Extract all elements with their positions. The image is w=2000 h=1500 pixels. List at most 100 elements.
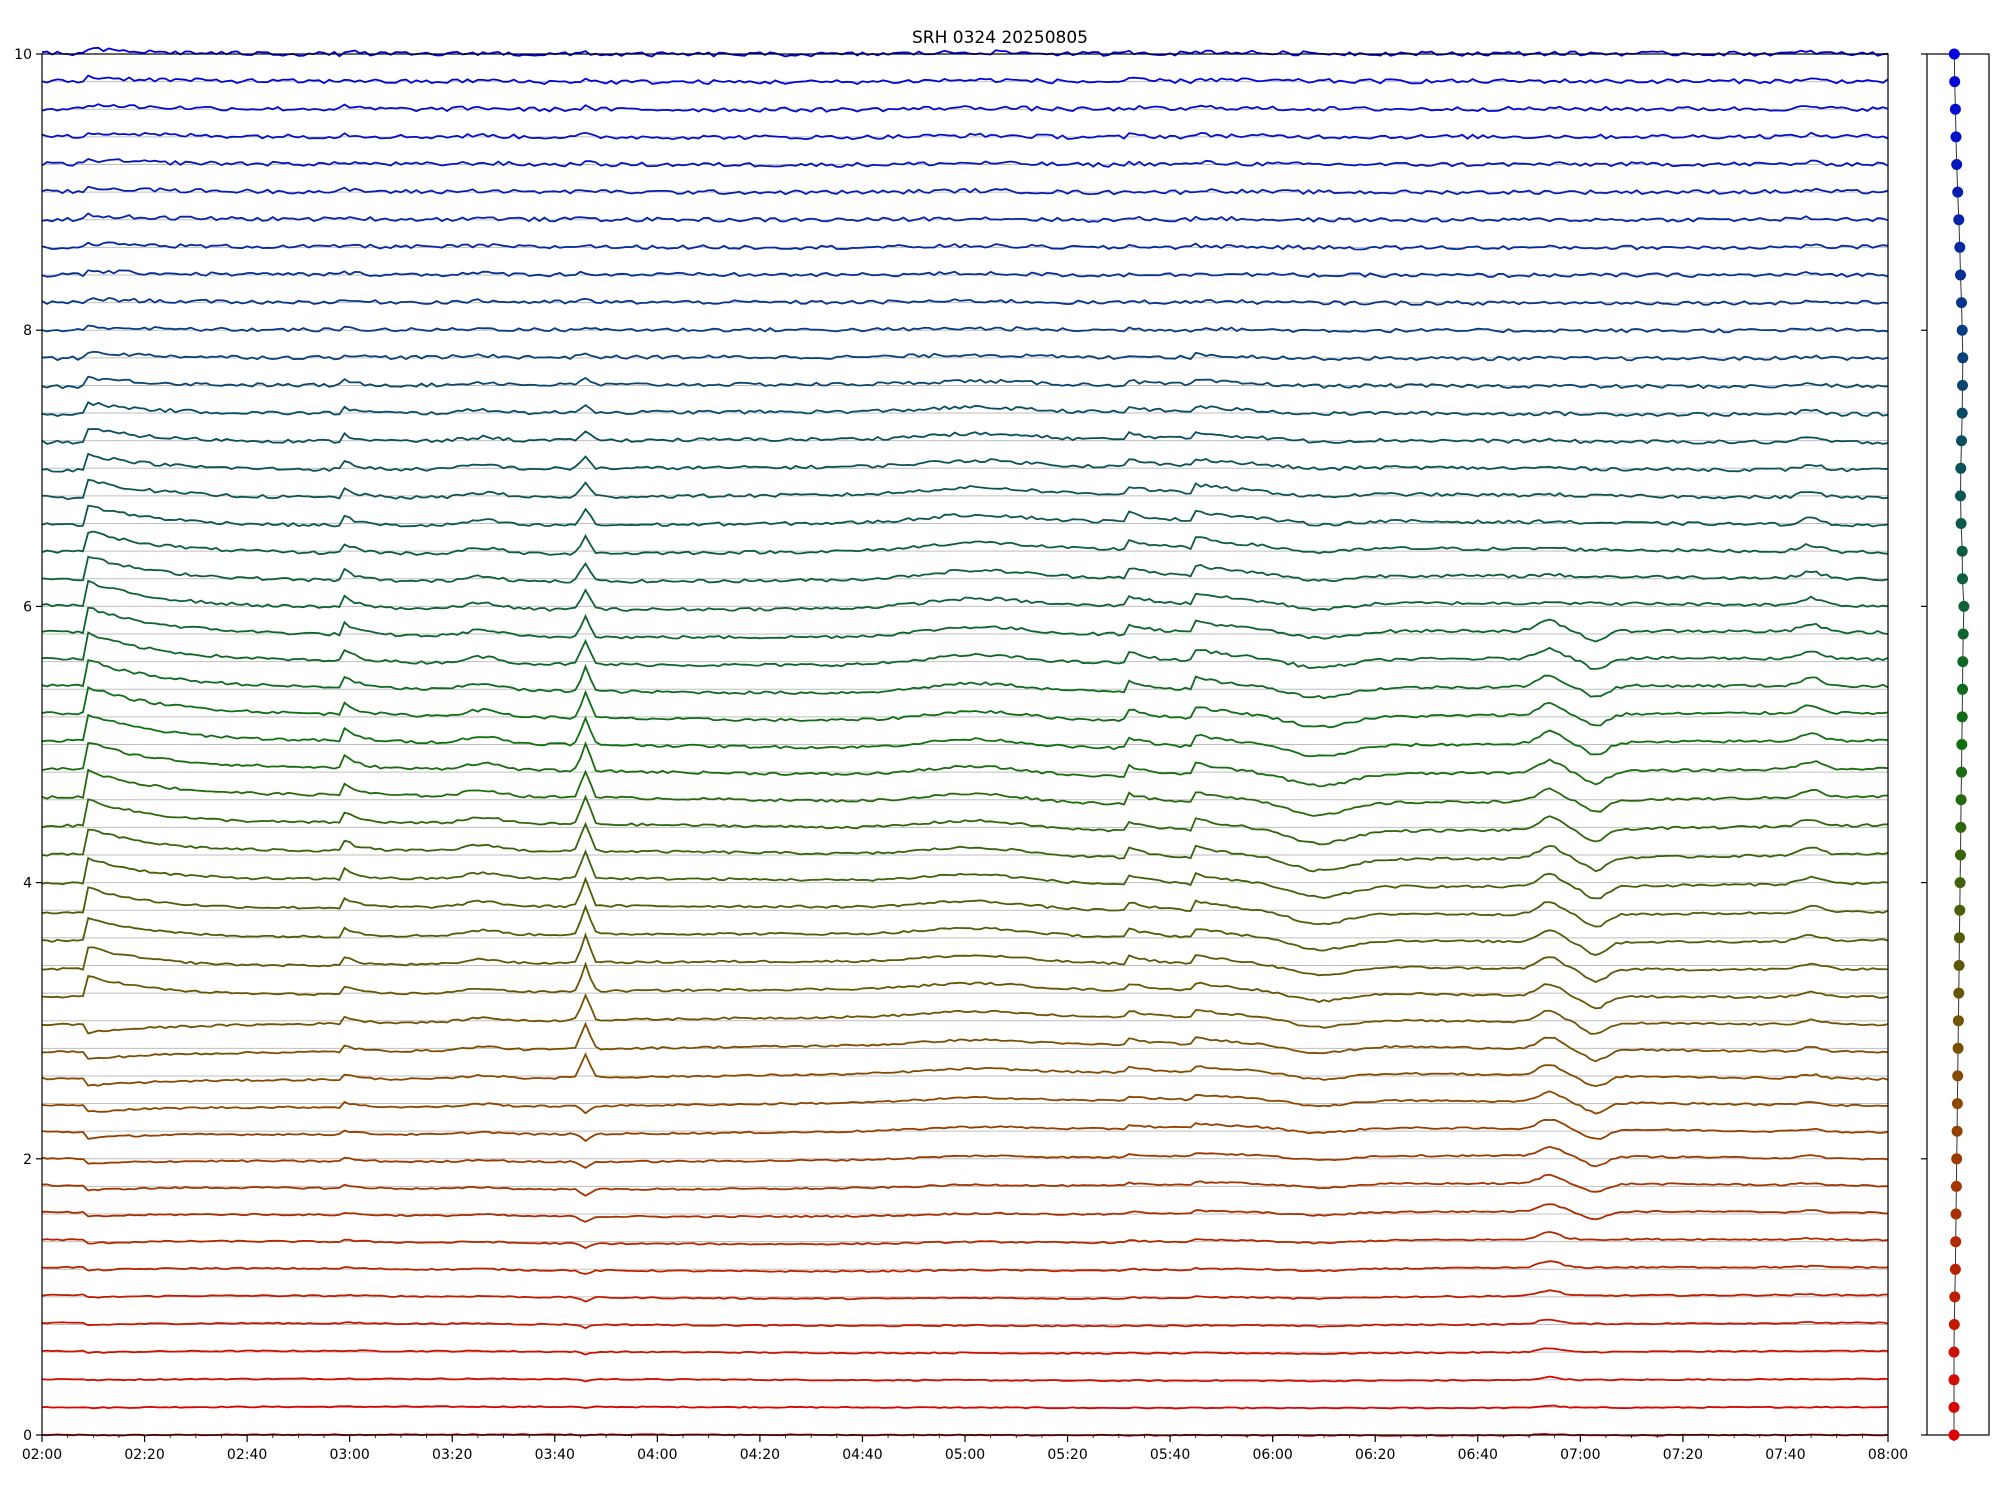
side-marker-43	[1954, 241, 1966, 253]
x-tick-label: 03:20	[432, 1447, 472, 1463]
trace-line-11	[41, 1118, 1889, 1143]
trace-line-7	[41, 1230, 1889, 1250]
trace-line-14	[41, 1021, 1889, 1063]
side-marker-33	[1955, 518, 1967, 529]
trace-line-3	[41, 1347, 1889, 1356]
side-marker-8	[1950, 1208, 1962, 1220]
side-marker-2	[1948, 1374, 1960, 1386]
side-marker-46	[1951, 159, 1963, 170]
side-marker-36	[1956, 435, 1967, 447]
trace-line-45	[41, 185, 1889, 196]
side-marker-39	[1957, 352, 1969, 364]
x-tick-label: 05:00	[945, 1447, 985, 1463]
trace-line-5	[41, 1289, 1889, 1303]
side-marker-32	[1956, 545, 1968, 557]
trace-line-16	[41, 961, 1889, 1010]
x-tick-label: 06:40	[1458, 1447, 1498, 1463]
side-marker-34	[1955, 490, 1966, 502]
x-tick-label: 02:40	[227, 1447, 267, 1463]
side-marker-15	[1952, 1015, 1964, 1027]
side-marker-45	[1952, 186, 1964, 198]
side-marker-42	[1955, 269, 1966, 281]
trace-line-41	[41, 296, 1889, 306]
trace-line-12	[41, 1090, 1889, 1115]
side-marker-18	[1953, 932, 1965, 944]
x-tick-label: 07:20	[1663, 1447, 1703, 1463]
side-marker-20	[1954, 877, 1966, 889]
x-tick-label: 08:00	[1868, 1447, 1908, 1463]
side-marker-35	[1955, 462, 1967, 474]
trace-line-21	[41, 821, 1889, 873]
x-axis: 02:00 02:20 02:40 03:00 03:20 03:40 04:00 04:20…	[22, 1435, 1955, 1463]
trace-line-25	[41, 713, 1889, 758]
side-marker-5	[1949, 1291, 1961, 1303]
side-marker-27	[1957, 683, 1968, 695]
trace-line-1	[41, 1404, 1889, 1410]
trace-line-10	[41, 1145, 1889, 1169]
baseline-grid	[42, 53, 1888, 1436]
y-tick-label: 8	[23, 323, 32, 339]
side-marker-17	[1953, 960, 1965, 971]
side-marker-29	[1957, 628, 1969, 640]
trace-line-28	[41, 631, 1889, 670]
side-marker-0	[1948, 1429, 1960, 1441]
x-tick-label: 02:00	[22, 1447, 62, 1463]
x-tick-label: 03:40	[535, 1447, 575, 1463]
trace-line-48	[41, 103, 1889, 113]
trace-line-27	[41, 658, 1889, 700]
trace-line-44	[41, 212, 1889, 223]
x-tick-label: 06:20	[1355, 1447, 1395, 1463]
trace-line-9	[41, 1173, 1889, 1197]
side-marker-6	[1949, 1263, 1961, 1275]
x-tick-label: 04:20	[740, 1447, 780, 1463]
trace-line-34	[41, 478, 1889, 501]
side-marker-23	[1955, 794, 1967, 806]
side-marker-50	[1948, 48, 1960, 60]
side-marker-40	[1956, 324, 1968, 336]
trace-line-38	[41, 375, 1888, 390]
y-tick-label: 0	[23, 1428, 32, 1444]
side-marker-7	[1950, 1236, 1962, 1248]
side-marker-26	[1956, 711, 1968, 723]
side-marker-31	[1957, 573, 1968, 585]
side-marker-24	[1956, 766, 1967, 778]
side-marker-19	[1954, 904, 1966, 916]
side-marker-22	[1955, 821, 1967, 833]
trace-line-42	[41, 269, 1889, 279]
trace-line-4	[41, 1318, 1889, 1330]
side-marker-1	[1948, 1401, 1960, 1413]
trace-line-49	[41, 74, 1889, 86]
trace-line-43	[41, 241, 1889, 251]
x-tick-label: 06:00	[1252, 1447, 1292, 1463]
trace-line-15	[41, 992, 1889, 1035]
trace-line-32	[41, 530, 1889, 556]
trace-line-24	[41, 741, 1889, 788]
side-marker-41	[1956, 297, 1967, 309]
trace-line-39	[41, 350, 1889, 362]
side-marker-48	[1949, 103, 1961, 115]
side-marker-14	[1952, 1042, 1964, 1054]
chart-title: SRH 0324 20250805	[912, 28, 1088, 48]
side-marker-10	[1951, 1153, 1963, 1165]
trace-line-31	[41, 555, 1889, 584]
side-marker-30	[1958, 600, 1970, 612]
trace-line-50	[41, 46, 1889, 58]
trace-line-29	[41, 606, 1889, 643]
trace-line-18	[41, 903, 1889, 956]
trace-line-47	[41, 131, 1889, 141]
trace-line-36	[41, 428, 1889, 445]
trace-line-37	[41, 401, 1889, 418]
trace-line-6	[41, 1260, 1889, 1275]
side-marker-12	[1951, 1098, 1963, 1110]
x-tick-label: 05:20	[1047, 1447, 1087, 1463]
spectral-traces	[41, 46, 1889, 1437]
side-marker-49	[1949, 76, 1961, 88]
side-marker-28	[1957, 656, 1969, 668]
x-tick-label: 02:20	[124, 1447, 164, 1463]
x-tick-label: 07:40	[1765, 1447, 1805, 1463]
side-panel-markers	[1948, 48, 1970, 1441]
trace-line-46	[41, 158, 1889, 168]
y-tick-label: 2	[23, 1152, 32, 1168]
